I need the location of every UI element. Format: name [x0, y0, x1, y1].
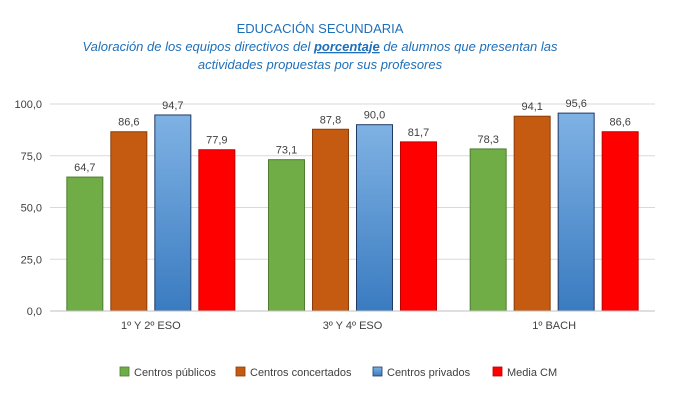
legend-label: Centros concertados: [250, 367, 352, 379]
chart-title: EDUCACIÓN SECUNDARIA: [237, 21, 404, 36]
data-label: 78,3: [477, 134, 498, 146]
legend: Centros públicos Centros concertados Centr…: [119, 366, 557, 379]
bar: [154, 114, 192, 312]
bar: [469, 148, 507, 312]
bar: [110, 131, 148, 312]
bar: [601, 131, 639, 312]
x-tick-label: 3º Y 4º ESO: [323, 320, 383, 332]
x-tick-label: 1º Y 2º ESO: [121, 320, 181, 332]
bar: [268, 159, 305, 312]
data-label: 81,7: [408, 127, 429, 139]
data-label: 73,1: [276, 145, 297, 157]
y-tick-label: 0,0: [27, 306, 42, 318]
data-label: 90,0: [364, 110, 385, 122]
bar: [513, 115, 551, 312]
data-label: 86,6: [118, 117, 139, 129]
chart-subtitle-line1: Valoración de los equipos directivos del…: [82, 39, 558, 54]
x-tick-label: 1º BACH: [532, 320, 576, 332]
y-tick-label: 75,0: [21, 151, 42, 163]
chart-subtitle-line2: actividades propuestas por sus profesore…: [198, 57, 443, 72]
legend-swatch: [119, 366, 130, 377]
data-label: 86,6: [609, 117, 630, 129]
data-label: 77,9: [206, 135, 227, 147]
y-axis: 0,0 25,0 50,0 75,0 100,0: [14, 99, 42, 318]
bars-group: 64,7 86,6 94,7 77,9 73,1 87,8 90,0 81,7 78,3 94,1…: [66, 98, 639, 312]
legend-swatch: [235, 366, 246, 377]
legend-label: Media CM: [507, 367, 557, 379]
legend-swatch: [492, 366, 503, 377]
data-label: 64,7: [74, 162, 95, 174]
legend-swatch: [372, 366, 383, 377]
y-tick-label: 100,0: [14, 99, 42, 111]
bar: [400, 141, 437, 312]
y-tick-label: 50,0: [21, 203, 42, 215]
y-tick-label: 25,0: [21, 254, 42, 266]
bar: [66, 176, 104, 312]
data-label: 95,6: [565, 98, 586, 110]
legend-label: Centros públicos: [134, 367, 216, 379]
gridlines: [50, 103, 655, 260]
data-label: 87,8: [320, 114, 341, 126]
legend-label: Centros privados: [387, 367, 471, 379]
data-label: 94,7: [162, 100, 183, 112]
bar: [557, 112, 595, 312]
bar: [198, 149, 236, 312]
x-axis: 1º Y 2º ESO 3º Y 4º ESO 1º BACH: [50, 310, 655, 332]
bar: [356, 124, 393, 312]
data-label: 94,1: [521, 101, 542, 113]
bar: [312, 128, 349, 312]
